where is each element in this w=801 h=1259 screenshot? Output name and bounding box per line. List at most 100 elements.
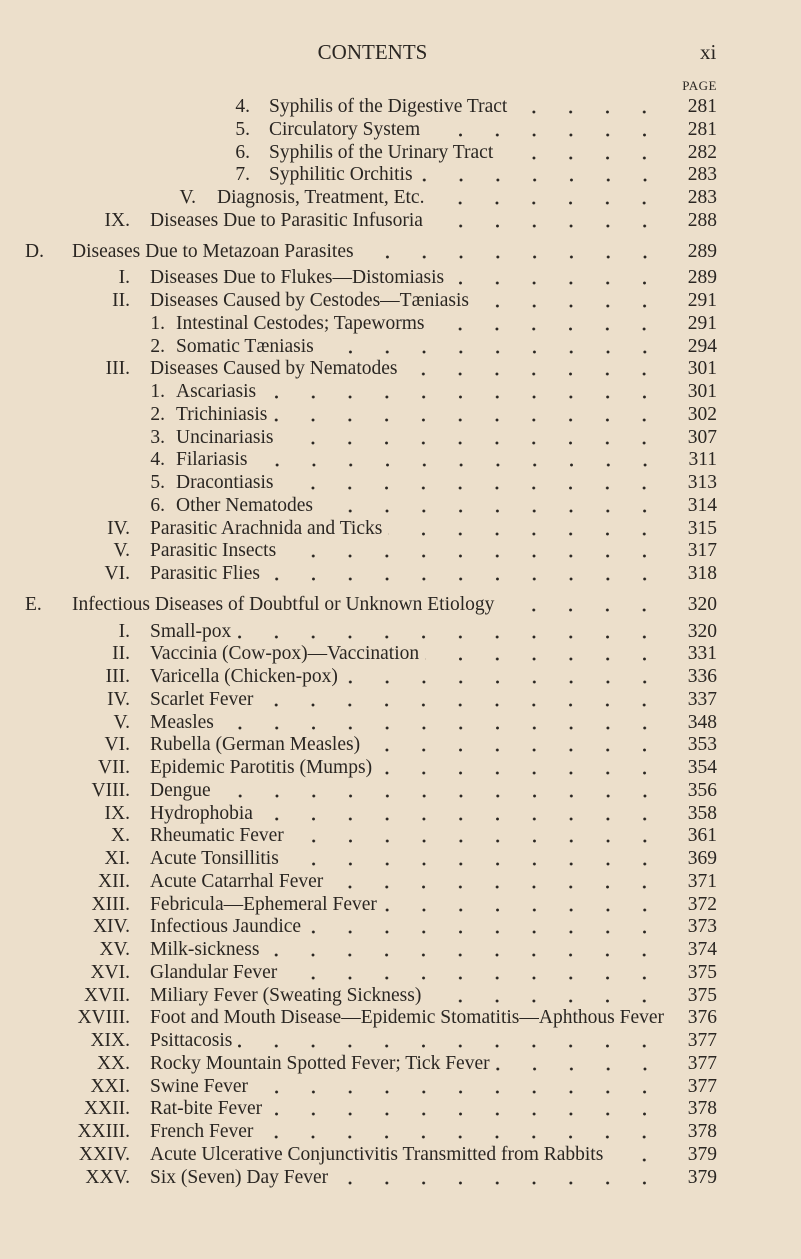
entry-body: Diseases Due to Metazoan Parasites 289 [72,240,717,263]
entry-number: IX. [104,802,130,824]
dot-leader [254,1075,675,1098]
toc-entry: 4. Filariasis 311 [0,449,801,472]
entry-title: Epidemic Parotitis (Mumps) [150,757,373,778]
entry-page: 283 [687,164,717,186]
entry-number: X. [111,825,130,847]
entry-number: VIII. [91,779,130,801]
entry-body: Dengue 356 [150,779,717,802]
toc-entry: XIII. Febricula—Ephemeral Fever 372 [0,893,801,916]
toc-entry: 6. Other Nematodes 314 [0,494,801,517]
entry-body: Diagnosis, Treatment, Etc. 283 [217,187,717,209]
entry-page: 301 [687,358,717,380]
toc-entry: X. Rheumatic Fever 361 [0,825,801,848]
entry-body: Infectious Jaundice 373 [150,916,717,939]
entry-title: Somatic Tæniasis [176,335,314,357]
entry-body: Foot and Mouth Disease—Epidemic Stomatit… [150,1007,717,1030]
entry-body: Febricula—Ephemeral Fever 372 [150,893,717,916]
dot-leader [319,494,675,517]
entry-title: Small-pox [150,620,232,642]
toc-entry: IX. Diseases Due to Parasitic Infusoria 28… [0,209,801,232]
entry-number: XV. [99,939,130,960]
entry-title: Acute Catarrhal Fever [150,870,324,892]
dot-leader [238,1030,675,1052]
entry-page: 379 [687,1166,717,1188]
toc-entry: XII. Acute Catarrhal Fever 371 [0,870,801,893]
entry-page: 358 [687,802,717,824]
entry-number: VII. [98,757,130,778]
entry-body: Scarlet Fever 337 [150,688,717,711]
entry-number: XXII. [83,1098,130,1120]
entry-title: Ascariasis [176,381,257,402]
entry-page: 291 [687,290,717,311]
entry-number: XIX. [90,1030,130,1051]
entry-title: Syphilis of the Digestive Tract [269,96,508,117]
entry-body: Swine Fever 377 [150,1075,717,1098]
dot-leader [268,1098,675,1121]
entry-page: 311 [688,449,717,471]
entry-number: I. [118,267,130,289]
toc-entry: V. Parasitic Insects 317 [0,540,801,563]
dot-leader [343,666,675,688]
entry-title: Rubella (German Measles) [150,734,361,756]
entry-page: 376 [687,1007,717,1029]
dot-leader [366,734,675,757]
entry-body: Other Nematodes 314 [176,494,717,517]
entry-number: VI. [104,563,130,584]
entry-title: Diseases Due to Metazoan Parasites [72,240,354,262]
dot-leader [262,381,675,403]
entry-title: Milk-sickness [150,939,260,960]
entry-number: III. [105,666,130,687]
entry-number: IV. [107,517,130,539]
entry-title: Syphilis of the Urinary Tract [269,141,494,163]
entry-title: Miliary Fever (Sweating Sickness) [150,984,422,1006]
entry-body: Rheumatic Fever 361 [150,825,717,848]
toc-entry: D. Diseases Due to Metazoan Parasites 289 [0,240,801,263]
entry-body: Uncinariasis 307 [176,426,717,449]
entry-title: Syphilitic Orchitis [269,164,413,186]
entry-title: Diagnosis, Treatment, Etc. [217,187,425,208]
entry-page: 302 [687,403,717,425]
dot-leader [282,540,675,563]
dot-leader [499,141,675,164]
entry-page: 377 [687,1030,717,1051]
toc-entry: XV. Milk-sickness 374 [0,939,801,961]
entry-body: Varicella (Chicken-pox) 336 [150,666,717,688]
entry-body: Psittacosis 377 [150,1030,717,1052]
toc-entry: III. Diseases Caused by Nematodes 301 [0,358,801,381]
toc-entry: VIII. Dengue 356 [0,779,801,802]
toc-entry: XXII. Rat-bite Fever 378 [0,1098,801,1121]
entry-body: Six (Seven) Day Fever 379 [150,1166,717,1189]
toc-entry: 1. Intestinal Cestodes; Tapeworms 291 [0,312,801,335]
entry-body: Filariasis 311 [176,449,717,472]
entry-title: Intestinal Cestodes; Tapeworms [176,312,425,334]
entry-page: 353 [687,734,717,756]
entry-body: Measles 348 [150,711,717,734]
entry-body: Circulatory System 281 [269,118,717,141]
dot-leader [334,1166,675,1189]
entry-page: 307 [687,426,717,448]
entry-body: Miliary Fever (Sweating Sickness) 375 [150,984,717,1007]
entry-page: 294 [687,335,717,357]
entry-number: XXIV. [78,1143,130,1165]
entry-title: Scarlet Fever [150,688,254,710]
dot-leader [273,403,675,426]
entry-body: Parasitic Insects 317 [150,540,717,563]
entry-title: Uncinariasis [176,426,274,448]
entry-title: Dengue [150,779,211,801]
entry-title: Parasitic Flies [150,563,260,584]
entry-title: Glandular Fever [150,961,278,983]
entry-number: XVI. [90,961,130,983]
entry-body: Somatic Tæniasis 294 [176,335,717,358]
entry-page: 313 [687,472,717,493]
entry-page: 356 [687,779,717,801]
toc-entry: VI. Rubella (German Measles) 353 [0,734,801,757]
entry-page: 373 [687,916,717,938]
toc-entry: XX. Rocky Mountain Spotted Fever; Tick Fe… [0,1052,801,1075]
dot-leader [388,517,675,540]
entry-number: V. [113,540,130,562]
entry-title: Diseases Due to Flukes—Distomiasis [150,267,445,289]
dot-leader [430,312,675,335]
entry-title: Vaccinia (Cow-pox)—Vaccination [150,643,420,665]
entry-number: XXV. [85,1166,130,1188]
entry-title: Parasitic Insects [150,540,277,562]
